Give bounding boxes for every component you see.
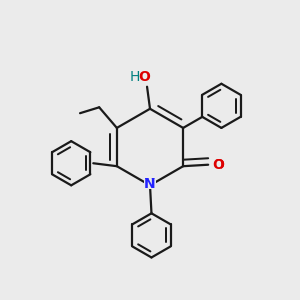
- Text: O: O: [213, 158, 224, 172]
- Text: N: N: [144, 177, 156, 191]
- Text: O: O: [138, 71, 150, 85]
- Text: H: H: [129, 71, 140, 85]
- Text: H: H: [129, 70, 140, 84]
- Bar: [131, 72, 158, 83]
- Text: N: N: [144, 177, 156, 191]
- Bar: [144, 179, 156, 189]
- Text: O: O: [138, 70, 150, 84]
- Bar: [210, 160, 221, 169]
- Text: O: O: [213, 158, 224, 172]
